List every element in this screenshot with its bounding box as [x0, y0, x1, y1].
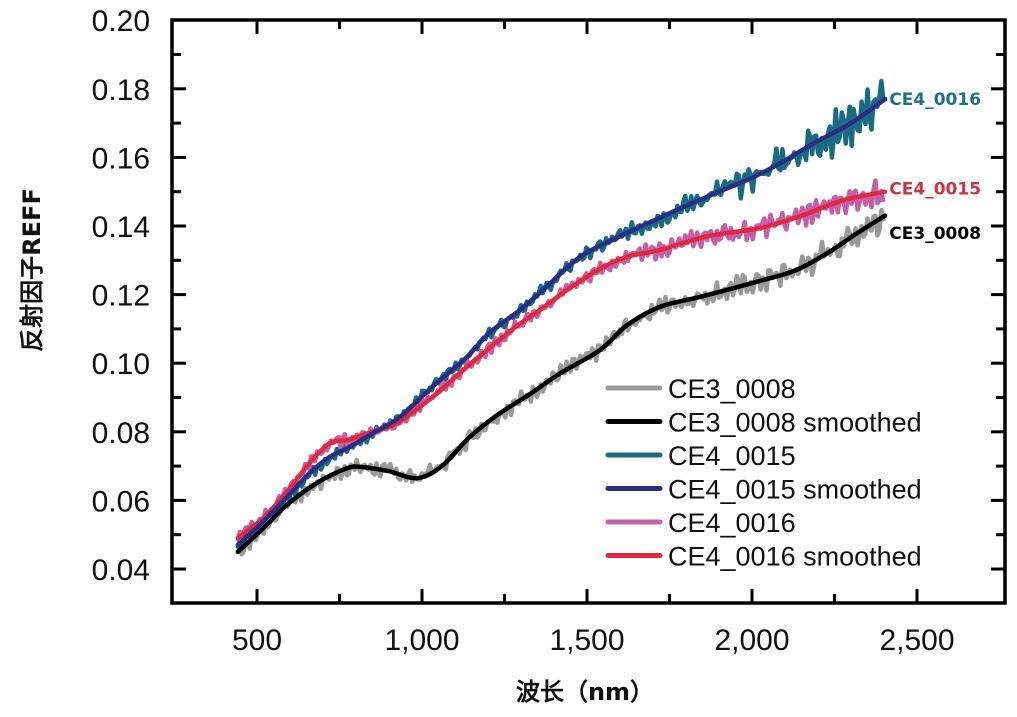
series-ce4-0015-smoothed — [235, 96, 888, 548]
axis-ticks — [172, 20, 1005, 603]
legend-item: CE4_0015 — [605, 441, 796, 471]
x-tick-label: 1,000 — [384, 624, 459, 657]
legend-label: CE4_0016 smoothed — [668, 542, 922, 572]
legend-item: CE3_0008 — [605, 374, 796, 404]
x-tick-label: 1,500 — [549, 624, 624, 657]
x-tick-label: 2,500 — [879, 624, 954, 657]
legend-label: CE3_0008 smoothed — [668, 408, 922, 438]
legend-item: CE4_0016 — [605, 508, 796, 538]
series-annotation: CE4_0016 — [889, 90, 981, 110]
legend-label: CE4_0016 — [668, 508, 796, 538]
x-tick-label: 500 — [232, 624, 282, 657]
x-tick-label: 2,000 — [714, 624, 789, 657]
series-ce3-0008-smoothed — [235, 213, 888, 555]
y-tick-label: 0.12 — [92, 280, 150, 313]
y-tick-label: 0.04 — [92, 554, 150, 587]
series-annotation: CE3_0008 — [889, 224, 981, 244]
y-tick-label: 0.18 — [92, 74, 150, 107]
y-tick-label: 0.10 — [92, 348, 150, 381]
y-tick-label: 0.16 — [92, 142, 150, 175]
axes-frame — [170, 18, 1007, 605]
plot-lines — [235, 78, 888, 557]
x-axis-title: 波长（nm） — [516, 678, 654, 706]
y-tick-label: 0.20 — [92, 5, 150, 38]
legend-item: CE4_0015 smoothed — [605, 475, 922, 505]
series-ce4-0016-smoothed — [235, 189, 888, 541]
y-tick-label: 0.06 — [92, 485, 150, 518]
legend-item: CE3_0008 smoothed — [605, 408, 922, 438]
y-axis-title: 反射因子REFF — [18, 188, 46, 352]
y-tick-label: 0.08 — [92, 417, 150, 450]
tick-labels: 500 1,000 1,500 2,000 2,500 0.04 0.06 0.08 0.10 0… — [92, 5, 955, 657]
y-tick-label: 0.14 — [92, 211, 150, 244]
annotations: CE4_0016 CE4_0015 CE3_0008 — [889, 90, 981, 244]
legend-label: CE4_0015 — [668, 441, 796, 471]
legend-label: CE4_0015 smoothed — [668, 475, 922, 505]
series-annotation: CE4_0015 — [889, 179, 981, 199]
legend-label: CE3_0008 — [668, 374, 796, 404]
legend-item: CE4_0016 smoothed — [605, 542, 922, 572]
